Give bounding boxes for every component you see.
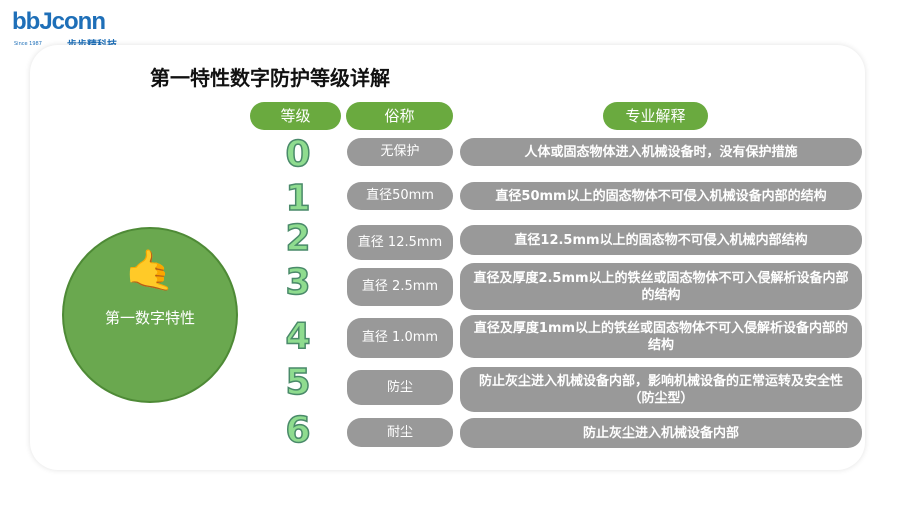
description-pill: 人体或固态物体进入机械设备时，没有保护措施 (460, 138, 862, 166)
level-number: 0 (285, 133, 312, 176)
description-pill: 直径12.5mm以上的固态物不可侵入机械内部结构 (460, 225, 862, 255)
logo-wordmark: bbJconn (12, 8, 106, 35)
level-number: 3 (285, 261, 312, 304)
header-level: 等级 (250, 102, 341, 130)
description-pill: 直径及厚度1mm以上的铁丝或固态物体不可入侵解析设备内部的结构 (460, 315, 862, 358)
logo: bbJconn Since 1987 步步精科技 (12, 8, 117, 51)
description-pill: 直径及厚度2.5mm以上的铁丝或固态物体不可入侵解析设备内部的结构 (460, 263, 862, 310)
common-name-pill: 耐尘 (347, 418, 453, 447)
level-number: 1 (285, 177, 312, 220)
level-number: 6 (285, 409, 312, 452)
level-number: 2 (285, 217, 312, 260)
level-number: 5 (285, 361, 312, 404)
page-title: 第一特性数字防护等级详解 (150, 66, 390, 90)
logo-since: Since 1987 (14, 41, 42, 47)
header-desc: 专业解释 (603, 102, 708, 130)
common-name-pill: 直径 2.5mm (347, 268, 453, 306)
common-name-pill: 防尘 (347, 370, 453, 405)
description-pill: 直径50mm以上的固态物体不可侵入机械设备内部的结构 (460, 182, 862, 210)
common-name-pill: 直径50mm (347, 182, 453, 210)
description-pill: 防止灰尘进入机械设备内部，影响机械设备的正常运转及安全性（防尘型） (460, 367, 862, 412)
first-digit-circle: 🤙 第一数字特性 (64, 229, 236, 401)
description-pill: 防止灰尘进入机械设备内部 (460, 418, 862, 448)
common-name-pill: 直径 12.5mm (347, 225, 453, 260)
common-name-pill: 直径 1.0mm (347, 318, 453, 358)
header-name: 俗称 (346, 102, 453, 130)
hand-gesture-icon: 🤙 (125, 248, 175, 294)
circle-label: 第一数字特性 (104, 309, 195, 327)
common-name-pill: 无保护 (347, 138, 453, 166)
level-number: 4 (285, 315, 312, 358)
